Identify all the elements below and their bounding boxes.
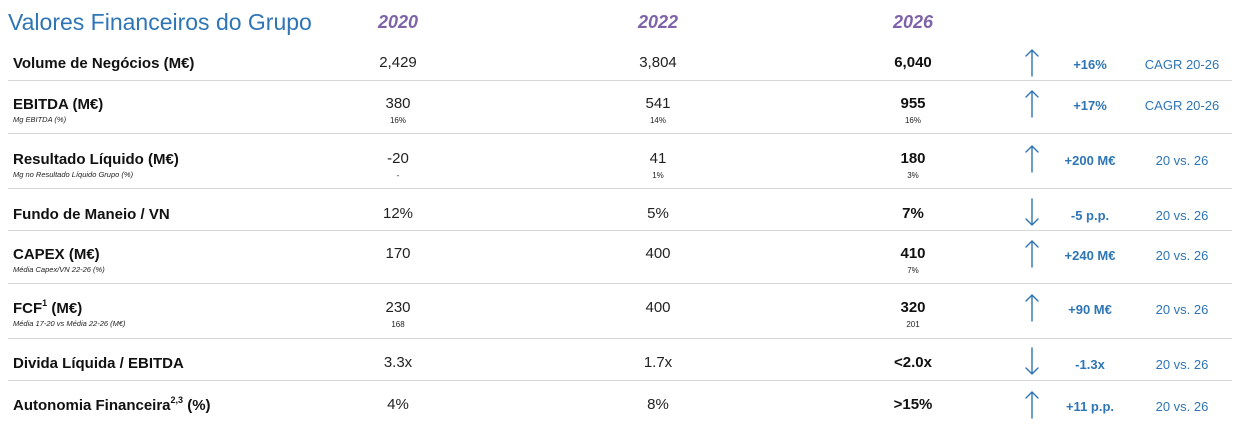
change-value: -5 p.p. <box>1050 208 1130 223</box>
value-2026: 6,040 <box>853 54 973 71</box>
row-divider <box>8 188 1232 189</box>
value-2026: 180 <box>853 150 973 167</box>
row-divider <box>8 80 1232 81</box>
value-2022: 8% <box>598 396 718 413</box>
row-label-text: Autonomia Financeira <box>13 397 171 414</box>
value-2022: 541 <box>598 95 718 112</box>
arrow-up-icon <box>1022 238 1042 268</box>
value-2026: 955 <box>853 95 973 112</box>
arrow-up-icon <box>1022 88 1042 118</box>
year-header-2022: 2022 <box>598 12 718 33</box>
row-sublabel: Média Capex/VN 22-26 (%) <box>13 265 105 274</box>
subvalue-2026: 7% <box>853 266 973 275</box>
value-2026: <2.0x <box>853 354 973 371</box>
value-2022: 5% <box>598 205 718 222</box>
row-label: CAPEX (M€) <box>13 246 100 263</box>
comparison-period: 20 vs. 26 <box>1135 399 1229 414</box>
row-label: Fundo de Maneio / VN <box>13 206 170 223</box>
row-label: Divida Líquida / EBITDA <box>13 355 184 372</box>
change-value: +16% <box>1050 57 1130 72</box>
year-header-2020: 2020 <box>338 12 458 33</box>
row-label-text: EBITDA (M€) <box>13 96 103 113</box>
page-title: Valores Financeiros do Grupo <box>8 9 312 36</box>
row-label: EBITDA (M€) <box>13 96 103 113</box>
row-label-suffix: (M€) <box>47 300 82 317</box>
change-value: +90 M€ <box>1050 302 1130 317</box>
value-2020: -20 <box>338 150 458 167</box>
subvalue-2026: 201 <box>853 320 973 329</box>
value-2026: 320 <box>853 299 973 316</box>
change-value: +200 M€ <box>1050 153 1130 168</box>
value-2022: 400 <box>598 299 718 316</box>
value-2020: 170 <box>338 245 458 262</box>
row-label: FCF1 (M€) <box>13 300 82 317</box>
subvalue-2020: - <box>338 171 458 180</box>
value-2022: 400 <box>598 245 718 262</box>
row-label-text: CAPEX (M€) <box>13 246 100 263</box>
row-divider <box>8 283 1232 284</box>
comparison-period: 20 vs. 26 <box>1135 208 1229 223</box>
row-divider <box>8 338 1232 339</box>
change-value: +17% <box>1050 98 1130 113</box>
subvalue-2022: 14% <box>598 116 718 125</box>
arrow-up-icon <box>1022 292 1042 322</box>
change-value: +11 p.p. <box>1050 399 1130 414</box>
row-label-text: Fundo de Maneio / VN <box>13 206 170 223</box>
row-label-suffix: (%) <box>183 397 211 414</box>
value-2026: 7% <box>853 205 973 222</box>
row-label: Resultado Líquido (M€) <box>13 151 179 168</box>
row-sublabel: Mg EBITDA (%) <box>13 115 66 124</box>
comparison-period: 20 vs. 26 <box>1135 357 1229 372</box>
row-sublabel: Média 17-20 vs Média 22-26 (M€) <box>13 319 126 328</box>
change-value: -1.3x <box>1050 357 1130 372</box>
comparison-period: 20 vs. 26 <box>1135 248 1229 263</box>
row-label-text: FCF <box>13 300 42 317</box>
arrow-up-icon <box>1022 389 1042 419</box>
value-2020: 380 <box>338 95 458 112</box>
row-label-text: Volume de Negócios (M€) <box>13 55 194 72</box>
row-label-text: Divida Líquida / EBITDA <box>13 355 184 372</box>
footnote-ref: 2,3 <box>171 395 184 405</box>
row-sublabel: Mg no Resultado Líquido Grupo (%) <box>13 170 133 179</box>
row-label: Autonomia Financeira2,3 (%) <box>13 397 211 414</box>
subvalue-2020: 16% <box>338 116 458 125</box>
value-2020: 12% <box>338 205 458 222</box>
value-2026: >15% <box>853 396 973 413</box>
value-2020: 3.3x <box>338 354 458 371</box>
subvalue-2020: 168 <box>338 320 458 329</box>
arrow-down-icon <box>1022 347 1042 377</box>
subvalue-2026: 3% <box>853 171 973 180</box>
arrow-up-icon <box>1022 47 1042 77</box>
comparison-period: 20 vs. 26 <box>1135 302 1229 317</box>
row-label-text: Resultado Líquido (M€) <box>13 151 179 168</box>
value-2026: 410 <box>853 245 973 262</box>
footnote-ref: 1 <box>42 298 47 308</box>
row-divider <box>8 380 1232 381</box>
arrow-up-icon <box>1022 143 1042 173</box>
value-2020: 2,429 <box>338 54 458 71</box>
row-divider <box>8 133 1232 134</box>
comparison-period: CAGR 20-26 <box>1135 57 1229 72</box>
row-label: Volume de Negócios (M€) <box>13 55 194 72</box>
comparison-period: 20 vs. 26 <box>1135 153 1229 168</box>
row-divider <box>8 230 1232 231</box>
subvalue-2022: 1% <box>598 171 718 180</box>
change-value: +240 M€ <box>1050 248 1130 263</box>
value-2022: 3,804 <box>598 54 718 71</box>
value-2020: 230 <box>338 299 458 316</box>
value-2020: 4% <box>338 396 458 413</box>
comparison-period: CAGR 20-26 <box>1135 98 1229 113</box>
value-2022: 41 <box>598 150 718 167</box>
year-header-2026: 2026 <box>853 12 973 33</box>
value-2022: 1.7x <box>598 354 718 371</box>
arrow-down-icon <box>1022 198 1042 228</box>
subvalue-2026: 16% <box>853 116 973 125</box>
